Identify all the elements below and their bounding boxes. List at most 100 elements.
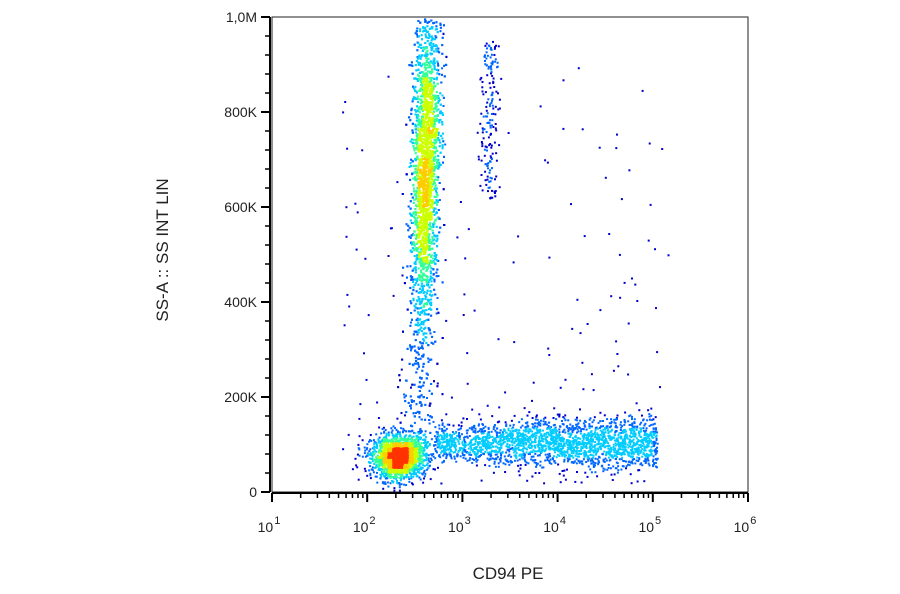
event-dot <box>517 235 520 238</box>
event-dot <box>440 447 442 450</box>
event-dot <box>613 451 616 454</box>
event-dot <box>625 460 628 463</box>
event-dot <box>437 154 440 157</box>
event-dot <box>563 444 566 447</box>
event-dot <box>550 435 553 438</box>
event-dot <box>637 450 640 453</box>
event-dot <box>551 447 554 450</box>
event-dot <box>491 435 494 438</box>
event-dot <box>531 441 534 444</box>
event-dot <box>488 447 491 450</box>
event-dot <box>342 448 345 451</box>
event-dot <box>467 451 470 454</box>
event-dot <box>575 442 578 445</box>
event-dot <box>518 444 521 447</box>
event-dot <box>585 461 588 463</box>
event-dot <box>488 121 491 124</box>
event-dot <box>513 451 516 454</box>
event-dot <box>361 149 364 152</box>
event-dot <box>647 453 650 456</box>
event-dot <box>655 437 658 440</box>
event-dot <box>518 454 521 457</box>
event-dot <box>530 455 533 458</box>
event-dot <box>472 430 475 433</box>
event-dot <box>481 443 484 446</box>
event-dot <box>474 429 477 432</box>
event-dot <box>570 443 573 446</box>
event-dot <box>411 141 414 144</box>
event-dot <box>567 459 570 462</box>
event-dot <box>557 433 560 436</box>
event-dot <box>526 421 529 424</box>
event-dot <box>610 425 612 428</box>
event-dot <box>378 467 380 470</box>
event-dot <box>408 165 411 168</box>
event-dot <box>608 459 611 462</box>
event-dot <box>650 452 653 455</box>
event-dot <box>418 452 421 455</box>
event-dot <box>428 279 431 281</box>
event-dot <box>473 459 476 461</box>
event-dot <box>402 266 405 269</box>
event-dot <box>553 460 556 463</box>
event-dot <box>499 460 502 463</box>
event-dot <box>481 90 484 93</box>
event-dot <box>571 461 574 463</box>
event-dot <box>442 460 445 463</box>
event-dot <box>456 434 459 437</box>
event-dot <box>363 352 365 355</box>
event-dot <box>494 46 496 49</box>
event-dot <box>488 445 491 448</box>
event-dot <box>628 460 631 463</box>
event-dot <box>418 436 421 439</box>
event-dot <box>652 455 655 458</box>
event-dot <box>464 457 467 460</box>
event-dot <box>418 35 420 38</box>
event-dot <box>393 437 396 440</box>
event-dot <box>645 452 648 455</box>
event-dot <box>574 480 577 483</box>
event-dot <box>594 462 597 465</box>
event-dot <box>475 464 478 467</box>
event-dot <box>415 438 418 440</box>
event-dot <box>426 25 429 28</box>
event-dot <box>606 427 609 430</box>
event-dot <box>644 431 647 434</box>
event-dot <box>432 453 435 455</box>
event-dot <box>505 423 508 426</box>
event-dot <box>435 36 438 39</box>
event-dot <box>633 418 636 421</box>
event-dot <box>422 342 424 345</box>
event-dot <box>436 234 439 237</box>
event-dot <box>405 437 408 440</box>
event-dot <box>628 438 631 441</box>
event-dot <box>374 459 377 461</box>
event-dot <box>550 438 553 440</box>
event-dot <box>552 448 555 451</box>
event-dot <box>582 438 585 441</box>
event-dot <box>608 436 611 439</box>
event-dot <box>411 482 413 485</box>
event-dot <box>411 383 414 386</box>
event-dot <box>604 457 607 460</box>
event-dot <box>653 445 656 448</box>
event-dot <box>430 284 433 286</box>
event-dot <box>491 104 494 107</box>
event-dot <box>373 449 376 452</box>
event-dot <box>474 447 477 450</box>
event-dot <box>422 353 425 356</box>
event-dot <box>484 425 487 428</box>
event-dot <box>468 435 471 437</box>
event-dot <box>407 430 410 433</box>
event-dot <box>563 469 566 472</box>
event-dot <box>494 123 497 125</box>
event-dot <box>577 422 580 425</box>
event-dot <box>481 131 484 134</box>
event-dot <box>653 443 656 446</box>
event-dot <box>485 442 487 445</box>
event-dot <box>619 421 622 424</box>
event-dot <box>548 452 551 455</box>
event-dot <box>411 196 414 199</box>
event-dot <box>440 438 443 441</box>
event-dot <box>619 429 622 431</box>
